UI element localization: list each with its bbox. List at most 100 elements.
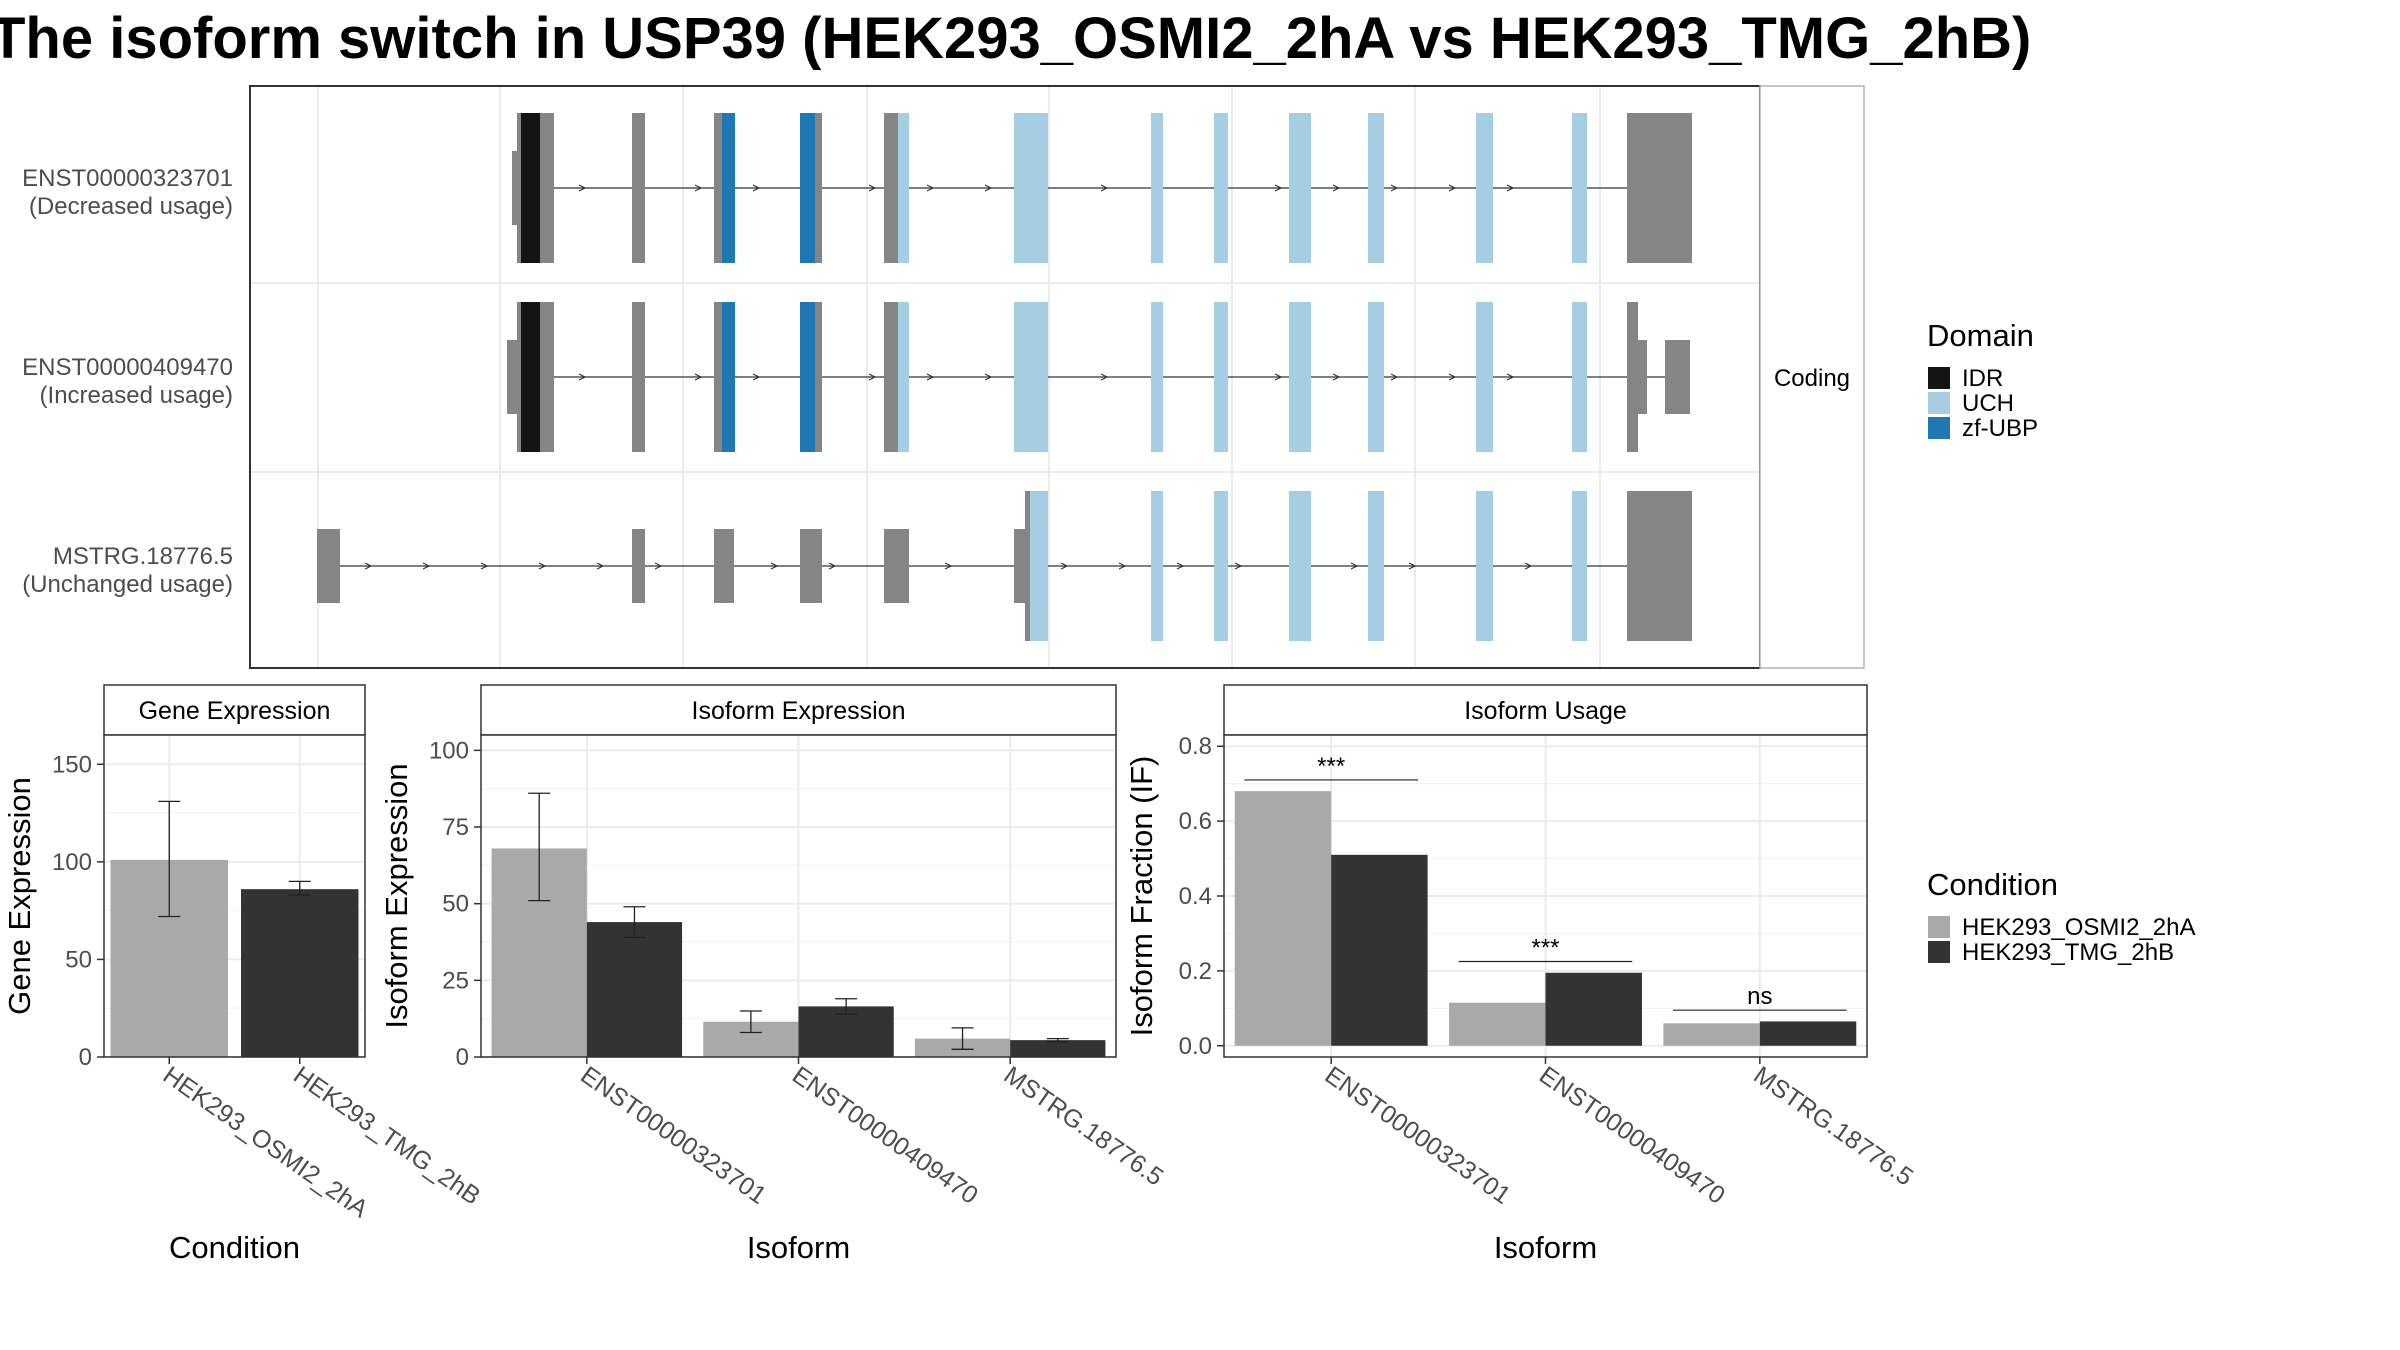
exon-none (1639, 113, 1692, 263)
x-tick-label: MSTRG.18776.5 (999, 1061, 1169, 1192)
bar (1331, 854, 1428, 1046)
bar (1545, 972, 1642, 1046)
domain-legend-key (1928, 367, 1950, 389)
exon-none (1639, 491, 1692, 641)
y-tick-label: 50 (65, 946, 92, 973)
transcript-id-label: MSTRG.18776.5 (53, 543, 233, 570)
intron-arrow (1506, 373, 1515, 381)
condition-legend-key (1928, 916, 1950, 938)
exon-none (517, 302, 521, 452)
x-tick-label: MSTRG.18776.5 (1748, 1061, 1918, 1192)
panel-strip (103, 684, 366, 736)
exon-none (714, 302, 722, 452)
domain-legend-key (1928, 417, 1950, 439)
exon-uch (1014, 302, 1048, 452)
exon-none (507, 340, 518, 414)
exon-none (1014, 529, 1028, 603)
y-tick-label: 0.4 (1179, 883, 1212, 910)
coding-strip (1759, 85, 1865, 669)
bar (1010, 1040, 1106, 1057)
intron-arrow (868, 373, 877, 381)
intron-arrow (364, 562, 373, 570)
y-tick-label: 0.8 (1179, 733, 1212, 760)
exon-none (1665, 340, 1690, 414)
exon-zf-ubp (800, 113, 815, 263)
exon-none (1638, 340, 1647, 414)
intron-arrow (1448, 184, 1457, 192)
exon-uch (1030, 491, 1048, 641)
y-tick-label: 50 (442, 891, 469, 918)
x-tick-label: ENST00000323701 (575, 1061, 771, 1210)
intron-arrow (1118, 562, 1127, 570)
intron-arrow (1390, 184, 1399, 192)
intron-arrow (984, 184, 993, 192)
exon-uch (1476, 113, 1493, 263)
intron-arrow (1506, 184, 1515, 192)
exon-uch (1476, 491, 1493, 641)
intron-arrow (1332, 373, 1341, 381)
intron-arrow (752, 184, 761, 192)
exon-uch (898, 302, 909, 452)
exon-none (800, 529, 822, 603)
y-axis-title: Isoform Expression (379, 763, 414, 1028)
plot-border (103, 734, 366, 1058)
intron-arrow (1350, 562, 1359, 570)
bar (1234, 791, 1332, 1046)
y-tick-label: 0.6 (1179, 808, 1212, 835)
panel-title: Gene Expression (139, 697, 331, 725)
domain-legend-label: UCH (1962, 390, 2014, 417)
intron-arrow (1060, 562, 1069, 570)
intron-arrow (752, 373, 761, 381)
intron-arrow (1100, 184, 1109, 192)
transcript-usage-label: (Unchanged usage) (22, 571, 233, 598)
significance-label: *** (1317, 753, 1345, 780)
panel-title: Isoform Expression (692, 697, 906, 725)
intron-arrow (926, 184, 935, 192)
domain-legend-label: IDR (1962, 365, 2003, 392)
transcript-usage-label: (Decreased usage) (29, 193, 233, 220)
exon-idr (521, 302, 540, 452)
exon-none (714, 113, 722, 263)
intron-arrow (868, 184, 877, 192)
isoform-usage-panel: Isoform Usage *** *** ns 0.0 0.2 0.4 0.6 0.8 ENST… (1124, 684, 1918, 1265)
exon-none (540, 302, 554, 452)
condition-legend-key (1928, 941, 1950, 963)
y-tick-label: 0 (79, 1044, 92, 1071)
intron-arrow (770, 562, 779, 570)
exon-uch (1368, 113, 1384, 263)
exon-none (632, 302, 645, 452)
intron-arrow (596, 562, 605, 570)
condition-legend-title: Condition (1927, 867, 2058, 902)
intron-arrow (1274, 184, 1283, 192)
intron-arrow (1448, 373, 1457, 381)
intron-arrow (1332, 184, 1341, 192)
exon-uch (1214, 113, 1228, 263)
y-tick-label: 100 (52, 849, 92, 876)
intron-arrow (694, 184, 703, 192)
domain-legend-label: zf-UBP (1962, 415, 2038, 442)
significance-label: ns (1747, 983, 1772, 1010)
condition-legend-label: HEK293_TMG_2hB (1962, 939, 2174, 966)
x-tick-label: ENST00000323701 (1320, 1061, 1516, 1210)
exon-uch (1368, 491, 1384, 641)
exon-none (317, 529, 340, 603)
transcript-id-label: ENST00000323701 (22, 165, 233, 192)
y-axis-title: Isoform Fraction (IF) (1124, 756, 1159, 1037)
intron-arrow (984, 373, 993, 381)
domain-legend-title: Domain (1927, 318, 2034, 353)
y-tick-label: 25 (442, 967, 469, 994)
exon-none (1627, 491, 1639, 641)
exon-none (540, 113, 554, 263)
exon-zf-ubp (722, 302, 735, 452)
bar (1449, 1002, 1546, 1046)
exon-uch (1572, 491, 1587, 641)
figure-title: The isoform switch in USP39 (HEK293_OSMI… (0, 6, 2031, 71)
x-axis-title: Isoform (747, 1230, 850, 1265)
bar (586, 922, 683, 1057)
exon-uch (1476, 302, 1493, 452)
x-axis-title: Isoform (1494, 1230, 1597, 1265)
exon-none (632, 113, 645, 263)
x-tick-label: ENST00000409470 (787, 1061, 983, 1210)
y-tick-label: 0.2 (1179, 958, 1212, 985)
exon-uch (1151, 113, 1163, 263)
